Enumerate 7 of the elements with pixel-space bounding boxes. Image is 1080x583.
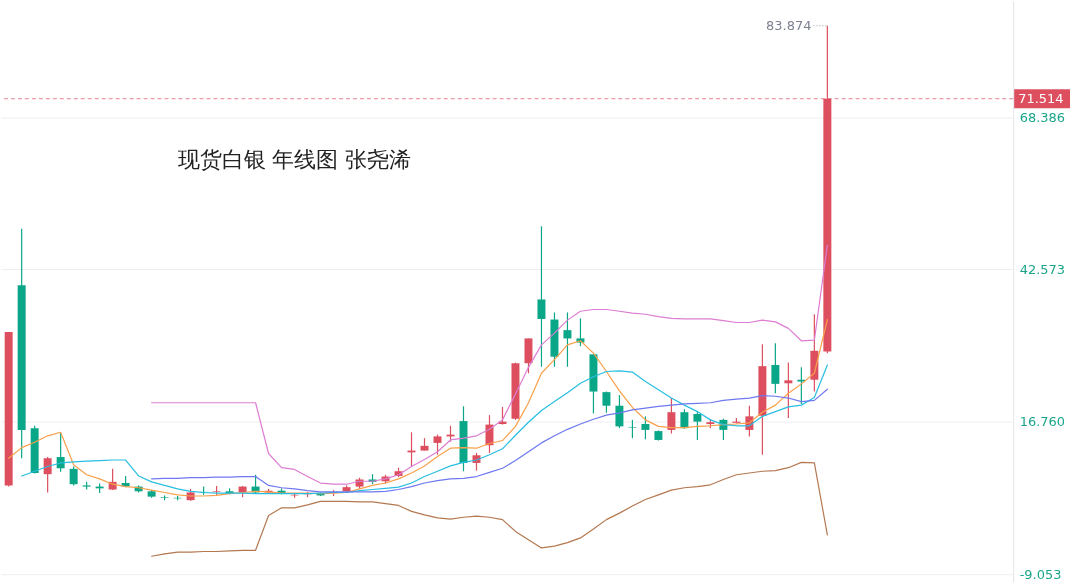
y-tick-label: -9.053 — [1019, 566, 1062, 582]
text: 现货白银 年线图 张尧浠 — [177, 147, 412, 173]
ref-line-label: 71.514 — [1018, 90, 1064, 106]
annotation: 83.874 — [766, 17, 812, 33]
y-tick-label: 68.386 — [1019, 109, 1065, 125]
y-tick-label: 16.760 — [1019, 414, 1065, 430]
y-tick-label: 42.573 — [1019, 262, 1065, 278]
